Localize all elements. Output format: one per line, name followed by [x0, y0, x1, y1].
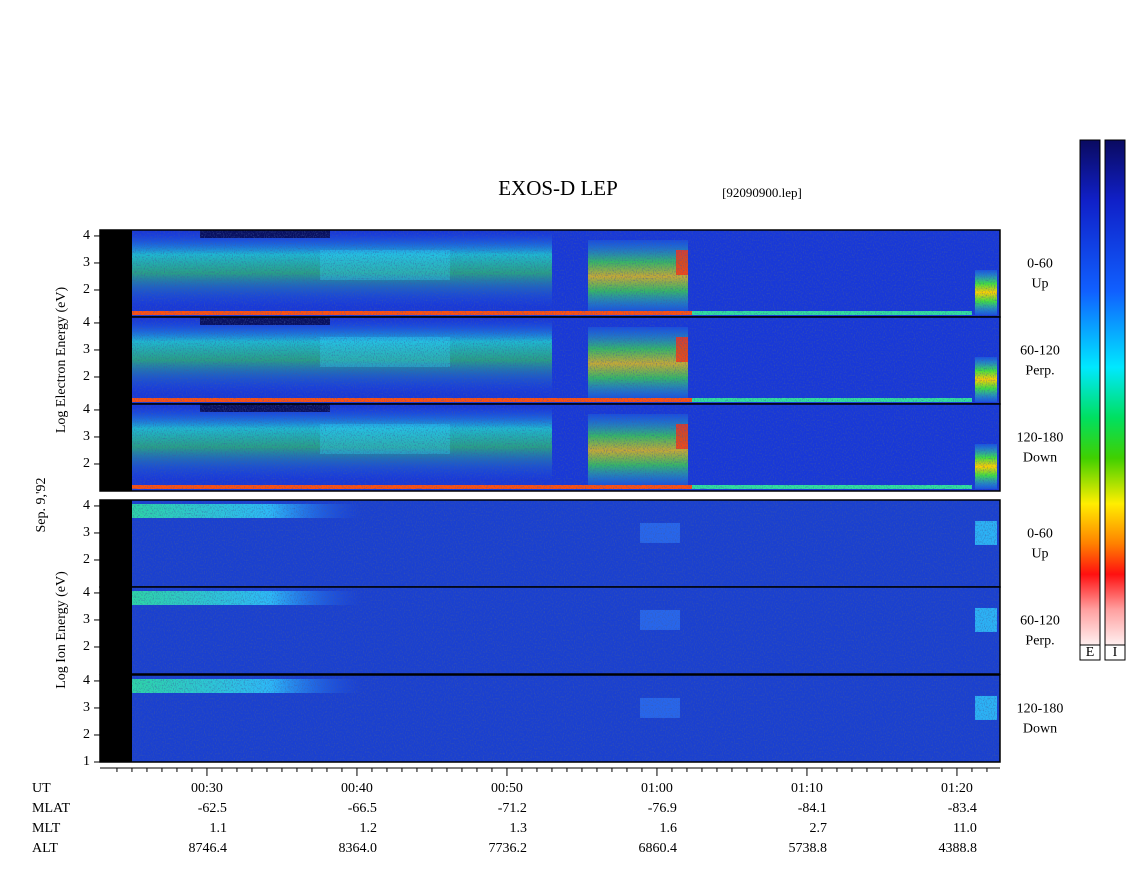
y-tick-label: 3: [83, 255, 90, 270]
y-tick-label: 2: [83, 456, 90, 471]
panel-angle: 0-60: [1027, 527, 1053, 542]
panel-direction: Perp.: [1025, 634, 1054, 649]
panel-frame: [99, 674, 1001, 763]
x-tick-label: 00:40: [341, 781, 373, 796]
row-value: 11.0: [953, 821, 977, 836]
row-value: -84.1: [798, 801, 827, 816]
y-tick-label: 2: [83, 282, 90, 297]
panel-angle: 120-180: [1017, 431, 1064, 446]
x-tick-label: 00:30: [191, 781, 223, 796]
color-bar-label: E: [1086, 645, 1095, 660]
blank-strip: [100, 587, 132, 674]
file-name: [92090900.lep]: [722, 185, 802, 200]
panel-direction: Down: [1023, 451, 1057, 466]
spectrogram-panel: [99, 403, 1001, 492]
x-tick-label: 01:20: [941, 781, 973, 796]
row-value: -83.4: [948, 801, 977, 816]
noise: [132, 500, 1000, 587]
electron-axis-label: Log Electron Energy (eV): [54, 287, 69, 434]
color-bar: [1079, 139, 1101, 646]
panel-frame: [99, 403, 1001, 492]
blank-strip: [100, 230, 132, 317]
y-tick-label: 3: [83, 700, 90, 715]
row-value: -66.5: [348, 801, 377, 816]
y-tick-label: 2: [83, 727, 90, 742]
color-bar-box: [1104, 644, 1126, 661]
row-value: 8746.4: [188, 841, 227, 856]
y-tick-label: 4: [83, 228, 90, 243]
row-value: -76.9: [648, 801, 677, 816]
row-value: 4388.8: [938, 841, 977, 856]
panel-direction: Down: [1023, 722, 1057, 737]
panel-angle: 0-60: [1027, 257, 1053, 272]
row-value: 6860.4: [638, 841, 677, 856]
spectrogram-panel: [99, 499, 1001, 588]
noise: [132, 587, 1000, 674]
panel-angle: 120-180: [1017, 702, 1064, 717]
y-tick-label: 3: [83, 612, 90, 627]
y-tick-label: 3: [83, 429, 90, 444]
x-tick-label: 01:10: [791, 781, 823, 796]
panel-direction: Perp.: [1025, 364, 1054, 379]
y-tick-label: 4: [83, 315, 90, 330]
row-value: 1.2: [359, 821, 377, 836]
y-tick-label: 2: [83, 639, 90, 654]
blank-strip: [100, 317, 132, 404]
y-tick-label: 4: [83, 498, 90, 513]
row-label: UT: [32, 781, 51, 796]
row-label: MLAT: [32, 801, 71, 816]
y-tick-label: 4: [83, 585, 90, 600]
y-tick-label: 4: [83, 402, 90, 417]
ion-axis-label: Log Ion Energy (eV): [54, 571, 69, 689]
noise: [132, 675, 1000, 762]
color-bar-box: [1079, 644, 1101, 661]
noise: [132, 317, 1000, 404]
row-value: 8364.0: [338, 841, 377, 856]
row-value: -71.2: [498, 801, 527, 816]
y-tick-label: 3: [83, 342, 90, 357]
panel-direction: Up: [1031, 547, 1048, 562]
y-tick-label: 2: [83, 552, 90, 567]
y-tick-label: 2: [83, 369, 90, 384]
blank-strip: [100, 404, 132, 491]
row-value: 5738.8: [788, 841, 827, 856]
color-bar: [1104, 139, 1126, 646]
blank-strip: [100, 675, 132, 762]
spectrogram-panel: [99, 586, 1001, 675]
panel-direction: Up: [1031, 277, 1048, 292]
y-tick-label: 4: [83, 673, 90, 688]
row-label: MLT: [32, 821, 61, 836]
row-label: ALT: [32, 841, 58, 856]
spectrogram-panel: [99, 316, 1001, 405]
date-label: Sep. 9,'92: [34, 477, 49, 532]
row-value: 2.7: [809, 821, 827, 836]
color-bar-label: I: [1113, 645, 1118, 660]
row-value: 1.1: [209, 821, 227, 836]
x-tick-label: 01:00: [641, 781, 673, 796]
panel-angle: 60-120: [1020, 614, 1060, 629]
row-value: 1.6: [659, 821, 677, 836]
blank-strip: [100, 500, 132, 587]
row-value: 1.3: [509, 821, 527, 836]
title: EXOS-D LEP: [498, 176, 618, 200]
y-tick-label: 1: [83, 754, 90, 769]
row-value: -62.5: [198, 801, 227, 816]
noise: [132, 404, 1000, 491]
row-value: 7736.2: [488, 841, 527, 856]
panel-frame: [99, 586, 1001, 675]
noise: [132, 230, 1000, 317]
spectrogram-panel: [99, 229, 1001, 318]
panel-angle: 60-120: [1020, 344, 1060, 359]
spectrogram-panel: [99, 674, 1001, 763]
y-tick-label: 3: [83, 525, 90, 540]
x-tick-label: 00:50: [491, 781, 523, 796]
